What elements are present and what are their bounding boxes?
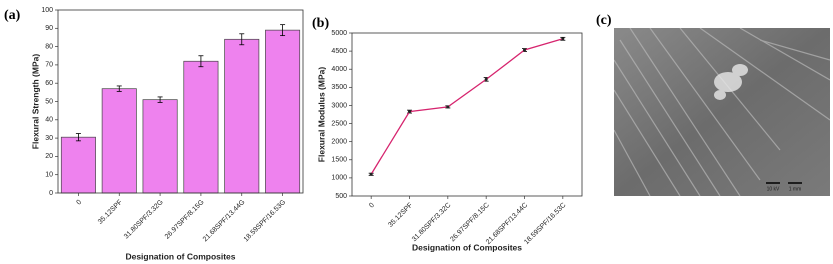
bar (224, 38, 260, 194)
plot-frame (351, 32, 583, 197)
error-bar (75, 133, 81, 142)
scale-label: 10 kV (767, 186, 780, 192)
point (446, 105, 450, 109)
panel-label: (c) (596, 13, 612, 28)
y-tick-label: 80 (45, 43, 53, 50)
sem-image: 10 kV 1 mm (614, 28, 830, 196)
line (370, 38, 564, 175)
point (523, 48, 526, 52)
point (408, 110, 411, 114)
x-tick-label: 21.68SPF/13.44G (202, 199, 247, 244)
error-bar (157, 96, 163, 103)
x-tick-label: 35.12SPF (387, 202, 414, 229)
error-bar (280, 24, 286, 37)
y-tick-label: 1000 (331, 175, 347, 182)
y-tick-label: 0 (49, 190, 53, 197)
y-tick-label: 90 (45, 25, 53, 32)
x-tick-label: 35.12SPF (97, 199, 124, 226)
y-tick-label: 500 (335, 193, 347, 200)
x-tick-label: 31.80SPF/3.32C (411, 202, 453, 244)
x-axis-title: Designation of Composites (412, 242, 522, 252)
point (369, 172, 373, 176)
y-tick-label: 70 (45, 62, 53, 69)
x-tick-label: 18.59SPF/16.53G (243, 199, 288, 244)
plot-frame (57, 9, 304, 194)
y-tick-label: 10 (45, 172, 53, 179)
y-tick-label: 2500 (331, 120, 347, 127)
x-axis-title: Designation of Composites (125, 251, 235, 261)
y-tick-label: 30 (45, 135, 53, 142)
y-tick-label: 4500 (331, 48, 347, 55)
y-axis-title: Flexural Strength (MPa) (30, 54, 40, 150)
x-tick-label: 26.97SPF/8.15G (164, 199, 206, 241)
point (561, 37, 565, 41)
y-tick-label: 40 (45, 117, 53, 124)
y-tick-label: 100 (41, 7, 53, 14)
point (484, 77, 488, 81)
bar (101, 88, 137, 194)
y-axis-title: Flexural Modulus (MPa) (316, 67, 326, 163)
y-tick-label: 5000 (331, 30, 347, 37)
x-tick-label: 0 (75, 199, 83, 207)
y-tick-label: 20 (45, 153, 53, 160)
y-tick-label: 2000 (331, 139, 347, 146)
y-tick-label: 3500 (331, 84, 347, 91)
bar (60, 136, 96, 194)
y-tick-label: 3000 (331, 102, 347, 109)
bar (183, 60, 219, 194)
x-tick-label: 18.59SPF/16.53C (523, 202, 567, 246)
y-tick-label: 4000 (331, 66, 347, 73)
sem-fibres (714, 64, 748, 100)
panel-label: (a) (4, 8, 21, 23)
error-bar (116, 85, 122, 92)
panel-label: (b) (312, 16, 329, 31)
scale-label: 1 mm (789, 186, 802, 192)
y-tick-label: 1500 (331, 157, 347, 164)
x-tick-label: 26.97SPF/8.15C (449, 202, 491, 244)
bar (142, 99, 178, 194)
error-bar (239, 33, 245, 46)
x-tick-label: 21.68SPF/13.44C (485, 202, 529, 246)
bar (265, 29, 301, 194)
x-tick-label: 31.80SPF/3.32G (123, 199, 165, 241)
x-tick-label: 0 (368, 202, 376, 210)
y-tick-label: 50 (45, 98, 53, 105)
error-bar (198, 55, 204, 68)
y-tick-label: 60 (45, 80, 53, 87)
